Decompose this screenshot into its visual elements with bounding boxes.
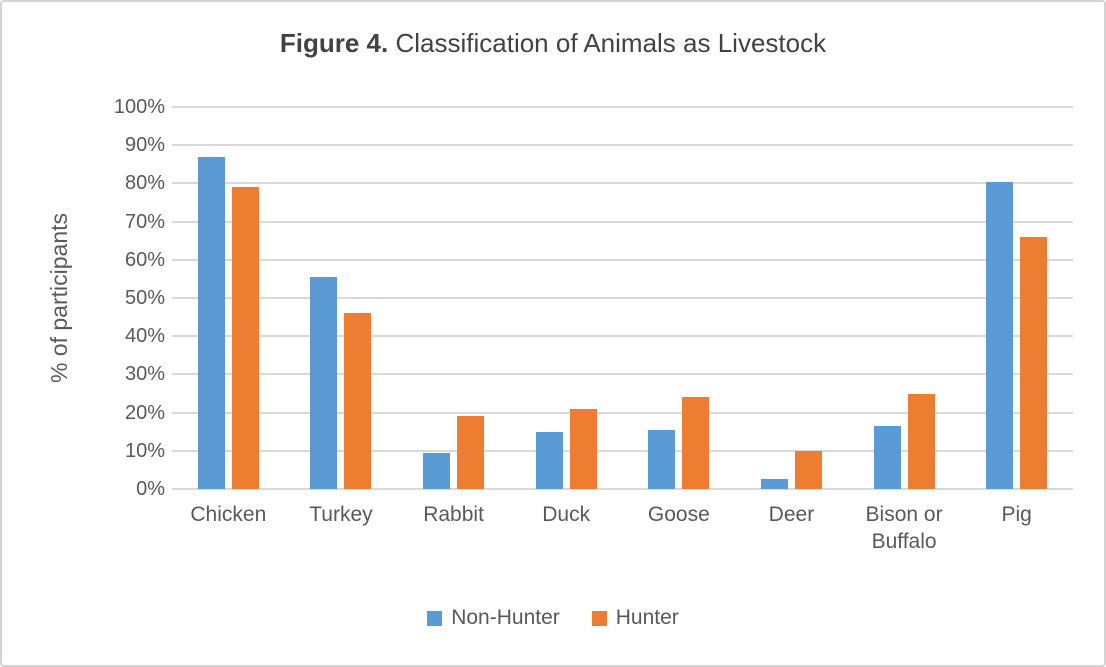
bar-non-hunter-deer [760, 479, 788, 489]
bar-group-pig [960, 107, 1073, 489]
bar-group-goose [623, 107, 736, 489]
bar-group-duck [510, 107, 623, 489]
x-category-label-text: Deer [768, 503, 815, 526]
bar-non-hunter-rabbit [423, 452, 451, 489]
gridline-40 [172, 335, 1073, 338]
chart-title-text: Classification of Animals as Livestock [388, 28, 827, 58]
y-tick-label-10: 10% [124, 439, 165, 462]
bar-non-hunter-chicken [197, 156, 225, 489]
gridline-80 [172, 182, 1073, 185]
y-tick-label-0: 0% [136, 478, 165, 500]
x-category-label-text: Pig [1001, 503, 1032, 526]
gridline-100 [172, 106, 1073, 108]
x-axis-category-labels: Chicken Turkey Rabbit Duck Goose Deer Bison or… [172, 501, 1073, 555]
y-axis-tick-labels: 0% 10% 20% 30% 40% 50% 60% 70% 80% 90% 100% [62, 96, 165, 500]
gridline-50 [172, 297, 1073, 299]
bar-group-rabbit [397, 107, 510, 489]
legend: Non-Hunter Hunter [2, 606, 1104, 630]
x-category-label-text: Rabbit [423, 503, 484, 526]
y-tick-label-20: 20% [124, 401, 165, 424]
bar-non-hunter-goose [648, 429, 676, 489]
bar-group-deer [735, 107, 848, 489]
gridline-10 [172, 449, 1073, 452]
x-category-label-goose: Goose [623, 501, 736, 555]
x-category-label-text: Chicken [190, 503, 267, 526]
bar-non-hunter-pig [986, 181, 1014, 489]
y-tick-label-80: 80% [124, 172, 165, 195]
gridline-20 [172, 411, 1073, 414]
x-category-label-text: Turkey [309, 503, 373, 526]
bar-hunter-turkey [344, 313, 372, 489]
chart-title-figure-number: Figure 4. [279, 28, 389, 58]
gridline-90 [172, 144, 1073, 147]
bar-group-chicken [172, 107, 285, 489]
gridline-70 [172, 220, 1073, 223]
y-tick-label-40: 40% [124, 325, 165, 348]
legend-item-hunter: Hunter [591, 606, 679, 630]
x-category-label-rabbit: Rabbit [397, 501, 510, 555]
gridline-0 [172, 488, 1073, 490]
bar-hunter-deer [794, 450, 822, 489]
legend-label: Non-Hunter [451, 606, 560, 629]
legend-swatch-icon [591, 610, 607, 626]
bar-hunter-pig [1020, 236, 1048, 489]
bar-group-bison-or-buffalo [848, 107, 961, 489]
x-category-label-chicken: Chicken [172, 501, 285, 555]
bar-hunter-duck [569, 408, 597, 489]
y-tick-label-70: 70% [124, 210, 165, 233]
x-category-label-deer: Deer [735, 501, 848, 555]
legend-label: Hunter [615, 606, 679, 629]
bar-hunter-goose [682, 397, 710, 489]
legend-item-non-hunter: Non-Hunter [427, 606, 560, 630]
x-category-label-text: Bison or Buffalo [865, 503, 943, 553]
bar-non-hunter-turkey [310, 277, 338, 489]
y-tick-label-60: 60% [124, 248, 165, 271]
legend-swatch-icon [427, 610, 443, 626]
x-category-label-duck: Duck [510, 501, 623, 555]
y-tick-label-50: 50% [124, 287, 165, 309]
bar-group-turkey [285, 107, 398, 489]
chart-title: Figure 4. Classification of Animals as L… [2, 28, 1104, 59]
x-category-label-pig: Pig [960, 501, 1073, 555]
bar-hunter-chicken [231, 187, 259, 489]
y-tick-label-30: 30% [124, 363, 165, 386]
bar-hunter-rabbit [457, 416, 485, 489]
x-category-label-bison-or-buffalo: Bison or Buffalo [848, 501, 961, 555]
y-tick-label-100: 100% [113, 96, 165, 118]
plot-area [172, 106, 1073, 490]
bar-non-hunter-duck [535, 431, 563, 489]
gridline-30 [172, 373, 1073, 376]
bar-hunter-bison-or-buffalo [907, 393, 935, 489]
x-category-label-turkey: Turkey [285, 501, 398, 555]
gridline-60 [172, 258, 1073, 261]
x-category-label-text: Duck [542, 503, 591, 526]
x-category-label-text: Goose [647, 503, 710, 526]
y-tick-label-90: 90% [124, 134, 165, 157]
bar-non-hunter-bison-or-buffalo [873, 425, 901, 489]
